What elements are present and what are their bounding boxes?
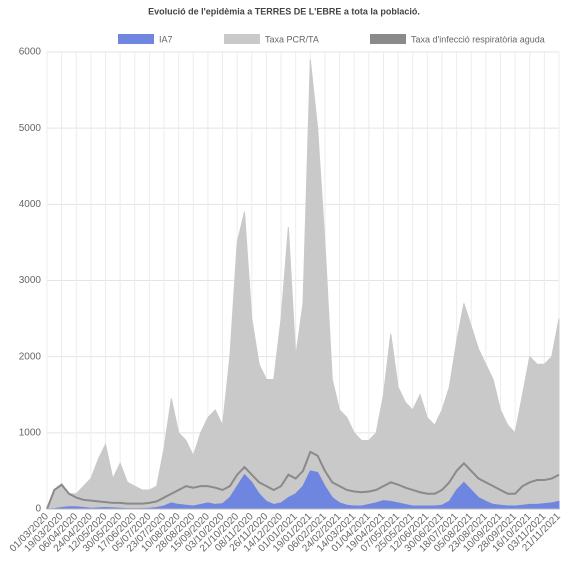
legend-swatch — [224, 34, 260, 44]
series-line — [46, 450, 560, 510]
legend-label: Taxa d'infecció respiratòria aguda — [411, 34, 545, 44]
y-tick-label: 1000 — [19, 427, 42, 438]
y-tick-label: 0 — [35, 504, 41, 515]
legend-label: Taxa PCR/TA — [265, 34, 319, 44]
y-tick-label: 5000 — [19, 123, 42, 134]
legend-swatch — [370, 34, 406, 44]
legend-swatch — [118, 34, 154, 44]
legend-label: IA7 — [159, 34, 173, 44]
y-tick-label: 3000 — [19, 275, 42, 286]
y-tick-label: 6000 — [19, 47, 42, 58]
y-tick-label: 4000 — [19, 199, 42, 210]
chart-title: Evolució de l'epidèmia a TERRES DE L'EBR… — [148, 6, 420, 16]
y-tick-label: 2000 — [19, 351, 42, 362]
legend: IA7 Taxa PCR/TA Taxa d'infecció respiratòr… — [118, 34, 545, 44]
series-area — [46, 59, 560, 510]
